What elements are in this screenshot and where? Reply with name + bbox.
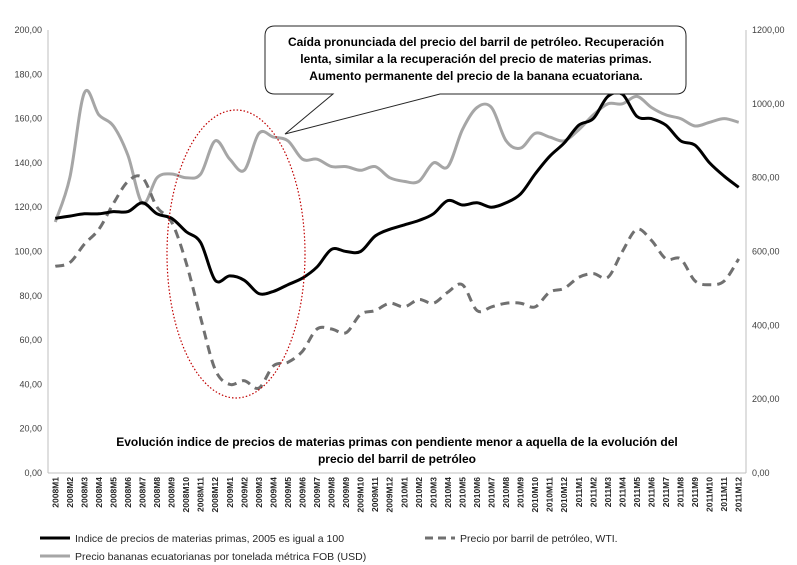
x-tick-label: 2011M6 xyxy=(646,477,656,508)
highlight-ellipse xyxy=(166,109,306,399)
x-tick-label: 2011M7 xyxy=(661,477,671,508)
y-left-tick-label: 180,00 xyxy=(14,69,42,79)
x-tick-label: 2010M3 xyxy=(428,477,438,508)
y-right-tick-label: 1000,00 xyxy=(752,99,785,109)
x-tick-label: 2009M11 xyxy=(370,477,380,512)
x-tick-label: 2008M2 xyxy=(65,477,75,508)
x-tick-label: 2009M3 xyxy=(254,477,264,508)
x-tick-label: 2009M7 xyxy=(312,477,322,508)
y-left-tick-label: 140,00 xyxy=(14,158,42,168)
y-right-tick-label: 400,00 xyxy=(752,320,780,330)
x-tick-label: 2009M2 xyxy=(239,477,249,508)
x-tick-label: 2010M7 xyxy=(487,477,497,508)
x-tick-label: 2008M12 xyxy=(210,477,220,513)
x-tick-label: 2011M2 xyxy=(588,477,598,508)
y-left-tick-label: 0,00 xyxy=(24,468,42,478)
legend-label-petroleo: Precio por barril de petróleo, WTI. xyxy=(460,533,618,545)
y-right-tick-label: 1200,00 xyxy=(752,25,785,35)
x-tick-label: 2008M8 xyxy=(152,477,162,508)
y-right-tick-label: 800,00 xyxy=(752,173,780,183)
x-tick-label: 2010M10 xyxy=(530,477,540,513)
x-tick-label: 2011M5 xyxy=(632,477,642,508)
x-tick-label: 2008M7 xyxy=(138,477,148,508)
y-left-tick-label: 160,00 xyxy=(14,114,42,124)
x-tick-label: 2011M10 xyxy=(705,477,715,512)
legend-label-bananas: Precio bananas ecuatorianas por tonelada… xyxy=(75,551,366,563)
x-tick-label: 2009M10 xyxy=(356,477,366,513)
callout-line-1: Caída pronunciada del precio del barril … xyxy=(288,35,664,49)
series-line-petroleo xyxy=(54,174,740,390)
y-right-tick-label: 200,00 xyxy=(752,394,780,404)
x-tick-label: 2009M5 xyxy=(283,477,293,508)
annotation-line-1: Evolución indice de precios de materias … xyxy=(116,435,678,449)
x-tick-label: 2010M1 xyxy=(399,477,409,508)
x-tick-labels: 2008M1 2008M2 2008M3 2008M4 2008M5 2008M6 2008… xyxy=(50,477,743,513)
left-tick-labels: 0,00 20,00 40,00 60,00 80,00 100,00 120,00 140,… xyxy=(14,25,42,478)
legend-label-indice: Indice de precios de materias primas, 20… xyxy=(75,533,344,545)
x-tick-label: 2008M6 xyxy=(123,477,133,508)
callout-line-2: lenta, similar a la recuperación del pre… xyxy=(300,52,652,66)
y-left-tick-label: 40,00 xyxy=(19,379,42,389)
x-tick-label: 2008M4 xyxy=(94,477,104,508)
x-tick-label: 2009M6 xyxy=(297,477,307,508)
y-left-tick-label: 100,00 xyxy=(14,247,42,257)
x-tick-label: 2008M5 xyxy=(108,477,118,508)
x-tick-label: 2009M8 xyxy=(327,477,337,508)
x-tick-label: 2010M11 xyxy=(545,477,555,512)
x-tick-label: 2010M8 xyxy=(501,477,511,508)
x-tick-label: 2010M5 xyxy=(457,477,467,508)
y-left-tick-label: 200,00 xyxy=(14,25,42,35)
y-left-tick-label: 80,00 xyxy=(19,291,42,301)
x-tick-label: 2011M12 xyxy=(734,477,744,512)
x-tick-label: 2011M8 xyxy=(676,477,686,508)
legend: Indice de precios de materias primas, 20… xyxy=(40,533,618,563)
x-tick-label: 2009M1 xyxy=(225,477,235,508)
x-tick-label: 2009M12 xyxy=(385,477,395,513)
x-tick-label: 2008M3 xyxy=(79,477,89,508)
callout-line-3: Aumento permanente del precio de la bana… xyxy=(309,69,642,83)
x-tick-label: 2011M1 xyxy=(574,477,584,508)
right-tick-labels: 0,00 200,00 400,00 600,00 800,00 1000,00 1200,… xyxy=(752,25,785,478)
x-tick-label: 2008M11 xyxy=(196,477,206,512)
x-tick-label: 2008M10 xyxy=(181,477,191,513)
x-tick-label: 2011M9 xyxy=(690,477,700,508)
x-tick-label: 2010M6 xyxy=(472,477,482,508)
x-tick-label: 2009M4 xyxy=(268,477,278,508)
series-line-indice xyxy=(55,90,740,296)
callout-bubble xyxy=(264,25,687,135)
x-tick-label: 2010M9 xyxy=(516,477,526,508)
series-layer xyxy=(53,89,740,390)
series-line-bananas xyxy=(53,89,740,223)
x-tick-label: 2011M3 xyxy=(603,477,613,508)
y-right-tick-label: 0,00 xyxy=(752,468,770,478)
x-tick-label: 2009M9 xyxy=(341,477,351,508)
x-tick-label: 2011M11 xyxy=(719,477,729,512)
annotation-line-2: precio del barril de petróleo xyxy=(318,452,476,466)
y-left-tick-label: 60,00 xyxy=(19,335,42,345)
y-left-tick-label: 120,00 xyxy=(14,202,42,212)
x-tick-label: 2010M2 xyxy=(414,477,424,508)
x-tick-label: 2011M4 xyxy=(617,477,627,508)
y-right-tick-label: 600,00 xyxy=(752,247,780,257)
y-left-tick-label: 20,00 xyxy=(19,424,42,434)
x-tick-label: 2010M12 xyxy=(559,477,569,513)
x-tick-label: 2010M4 xyxy=(443,477,453,508)
x-tick-label: 2008M9 xyxy=(167,477,177,508)
x-tick-label: 2008M1 xyxy=(50,477,60,508)
